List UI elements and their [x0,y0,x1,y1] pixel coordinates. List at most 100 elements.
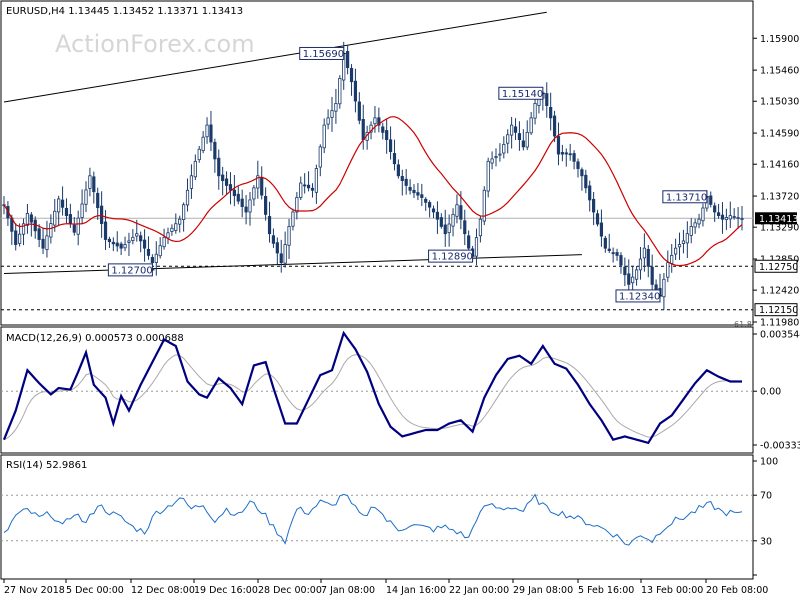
candle-body [533,103,537,119]
price-tick-label: 1.13290 [760,223,799,234]
candle-body [416,192,420,196]
candle-body [506,134,510,144]
time-tick-label: 29 Jan 08:00 [513,585,573,596]
candle-body [111,241,115,245]
candle-body [80,203,84,218]
candle-body [447,223,451,234]
candle-body [385,130,389,141]
time-tick-label: 28 Dec 00:00 [258,585,322,596]
candle-body [689,226,693,236]
candle-body [478,218,482,237]
candle-body [189,175,194,189]
time-axis: 27 Nov 2018 5 Dec 00:00 12 Dec 08:00 19 Dec… [3,579,768,596]
candle-body [521,140,525,148]
candle-body [724,217,728,221]
candle-body [299,182,303,198]
candle-body [182,204,186,220]
time-tick-label: 22 Jan 00:00 [449,585,509,596]
price-tick-label: 1.12420 [760,286,799,297]
candle-body [560,152,564,155]
candle-body [303,184,307,187]
candle-body [490,158,494,164]
rsi-line [3,493,743,546]
candle-body [291,211,295,227]
candle-body [513,126,518,133]
candle-body [279,253,283,264]
candle-body [662,278,666,298]
candle-body [150,257,154,264]
candle-body [25,213,30,226]
macd-tick-label: -0.003331 [760,441,800,452]
candle-body [228,184,233,191]
price-label: 1.15690 [303,49,344,60]
price-pane: ActionForex.com EURUSD,H4 1.13445 1.1345… [0,0,799,329]
moving-average-line [3,116,743,267]
candle-body [306,184,311,189]
candle-body [232,189,236,197]
candle-body [217,157,221,177]
candle-body [224,178,229,186]
candle-body [603,237,607,249]
candle-body [29,214,33,223]
candle-body [732,216,736,218]
candle-body [221,174,225,182]
candle-body [599,222,604,237]
candle-body [654,284,658,291]
candle-body [400,176,404,182]
rsi-pane-title: RSI(14) 52.9861 [6,460,87,471]
candle-body [556,136,561,155]
candle-body [174,223,178,231]
candle-body [92,176,96,193]
candle-body [213,141,217,160]
macd-line [2,330,742,445]
candle-body [642,247,646,259]
candle-body [142,239,147,249]
candle-body [455,204,459,217]
price-tick-label: 1.15030 [760,97,799,108]
macd-pane: MACD(12,26,9) 0.000573 0.000688 0.003544… [0,326,800,454]
candle-body [498,153,502,156]
candle-body [135,233,139,237]
candle-body [21,223,26,235]
candle-body [170,227,174,232]
price-label: 1.12700 [111,265,152,276]
candle-body [697,218,701,225]
candle-body [439,217,443,227]
time-tick-label: 19 Dec 16:00 [194,585,258,596]
price-label: 1.15140 [502,89,543,100]
candle-body [525,131,529,148]
candle-body [486,160,490,192]
candle-body [420,194,424,198]
candle-body [53,210,57,226]
time-tick-label: 12 Dec 08:00 [131,585,195,596]
candle-body [72,224,76,233]
price-tick-label: 1.15460 [760,66,799,77]
time-tick-label: 7 Jan 08:00 [321,585,375,596]
candle-body [330,110,334,118]
candle-body [338,78,342,105]
candle-body [295,197,299,213]
candle-body [68,214,72,225]
current-price-label: 1.13413 [759,214,798,225]
candle-body [716,212,721,217]
price-label: 1.13710 [666,192,707,203]
candle-body [244,206,248,213]
candle-body [84,189,88,205]
price-tick-label: 1.14590 [760,129,799,140]
candle-body [64,208,69,216]
candle-body [123,244,127,249]
macd-signal-line [3,354,743,441]
candle-body [619,255,623,266]
candle-body [314,168,318,193]
candle-body [193,160,197,178]
candle-body [408,186,412,191]
candle-body [392,153,397,165]
candle-body [634,269,639,280]
candle-body [357,101,361,121]
price-label-box [107,263,153,277]
candle-body [381,126,385,133]
candle-body [271,235,276,244]
candle-body [592,198,596,213]
price-label: 1.12340 [619,291,660,302]
